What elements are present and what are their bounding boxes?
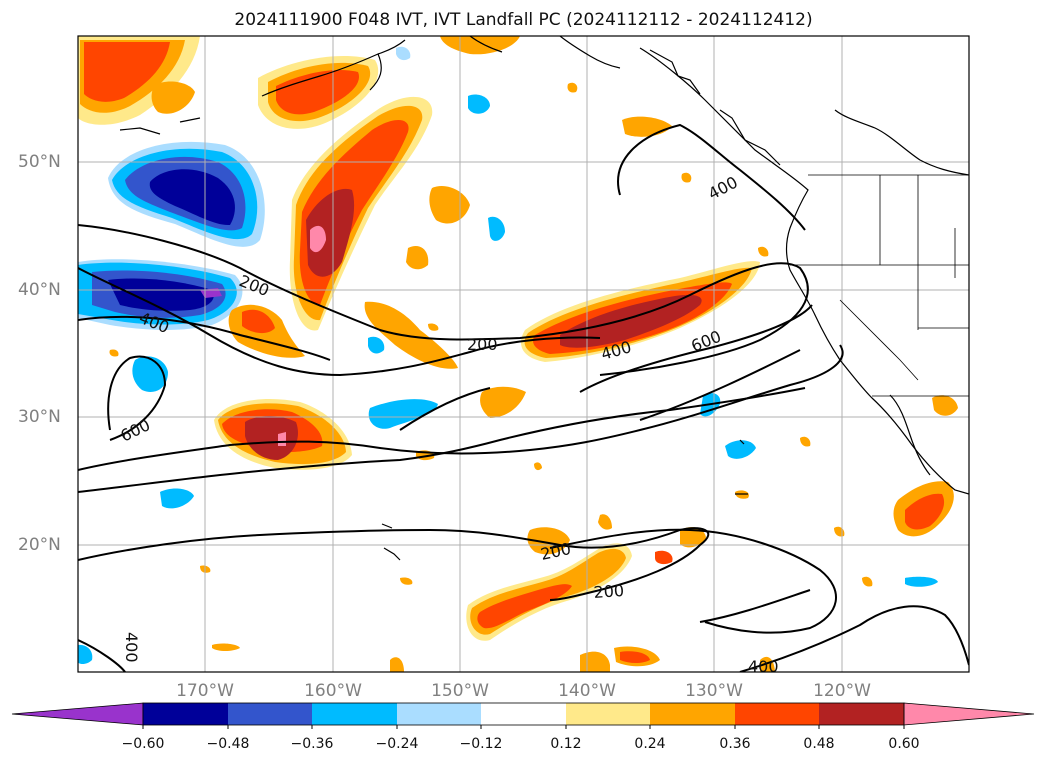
colorbar [11, 702, 1035, 729]
map-title: 2024111900 F048 IVT, IVT Landfall PC (20… [234, 10, 813, 30]
contour-label: 400 [122, 632, 141, 663]
map-area: 200 200 200 200 400 400 400 400 400 600 … [78, 36, 969, 676]
contour-label: 200 [593, 581, 625, 602]
lat-label-30n: 30°N [18, 407, 61, 427]
contour-label: 200 [467, 335, 498, 354]
colorbar-tick-label: −0.36 [290, 736, 334, 752]
colorbar-extend-high [903, 702, 1035, 726]
lat-label-20n: 20°N [18, 535, 61, 555]
colorbar-tick-label: 0.60 [888, 736, 920, 752]
colorbar-tick-label: 0.48 [803, 736, 835, 752]
colorbar-tick-label: 0.12 [550, 736, 582, 752]
state-borders [790, 174, 969, 397]
lon-label-150w: 150°W [431, 681, 489, 701]
lon-label-170w: 170°W [176, 681, 234, 701]
lat-label-50n: 50°N [18, 152, 61, 172]
lat-label-40n: 40°N [18, 280, 61, 300]
map-frame [77, 35, 970, 673]
colorbar-tick-label: 0.36 [719, 736, 751, 752]
colorbar-tick-label: −0.24 [375, 736, 419, 752]
coastlines [119, 36, 969, 561]
colorbar-extend-low [11, 702, 144, 726]
contour-label: 400 [748, 657, 779, 676]
colorbar-tick-label: −0.12 [459, 736, 503, 752]
lon-label-130w: 130°W [685, 681, 743, 701]
lon-label-140w: 140°W [558, 681, 616, 701]
lon-label-120w: 120°W [813, 681, 871, 701]
colorbar-tick-label: −0.60 [121, 736, 165, 752]
colorbar-tick-label: −0.48 [206, 736, 250, 752]
ivt-contours [78, 123, 969, 672]
colorbar-tick-label: 0.24 [634, 736, 666, 752]
lon-label-160w: 160°W [304, 681, 362, 701]
